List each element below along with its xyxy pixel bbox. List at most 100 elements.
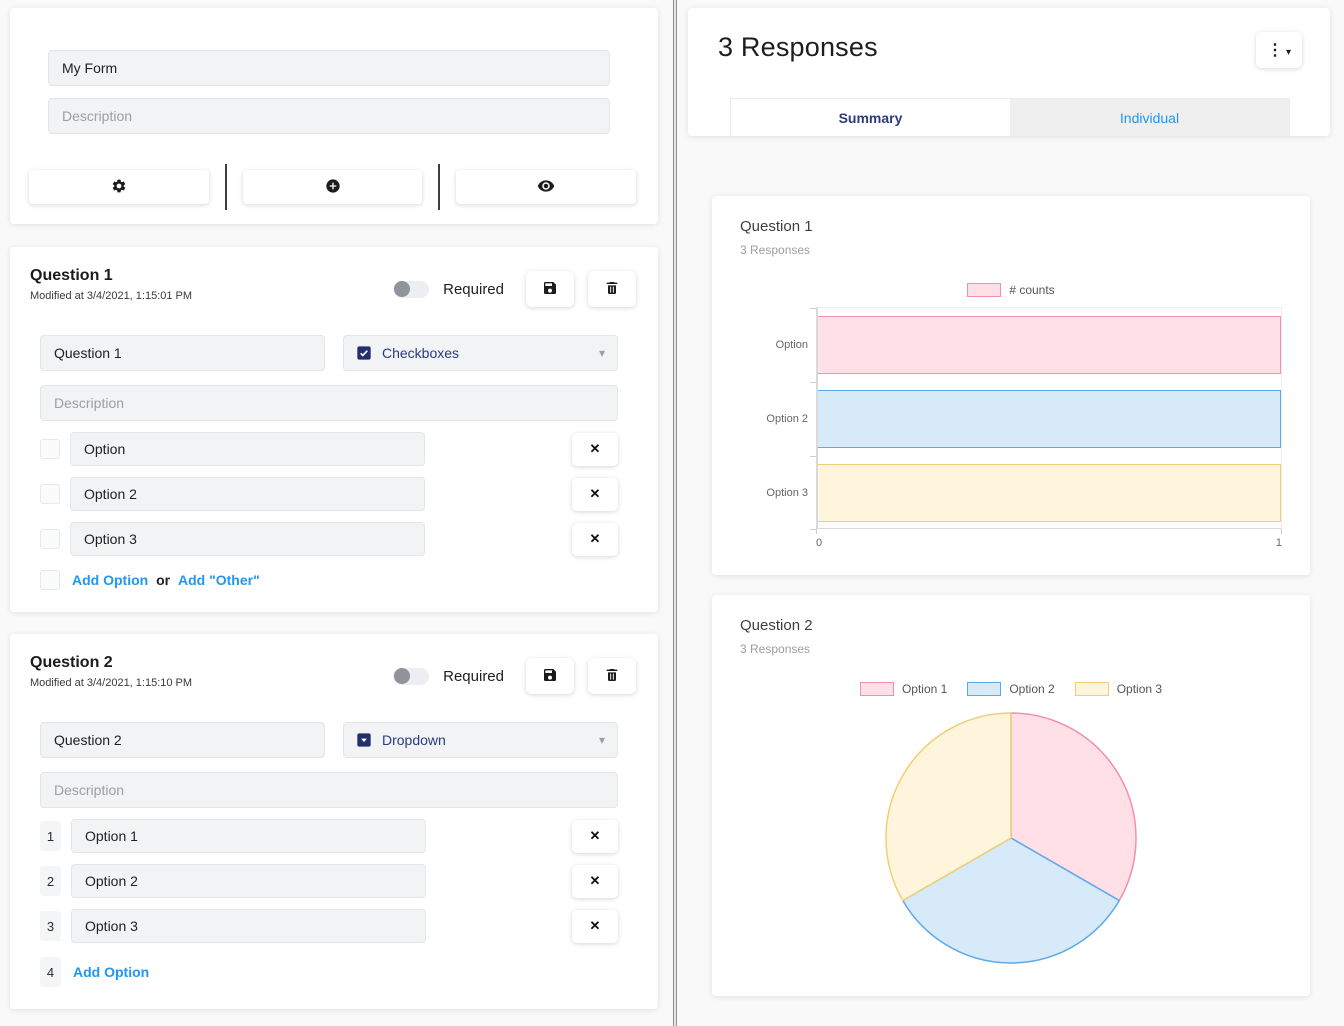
bar <box>818 464 1281 522</box>
form-settings-button[interactable] <box>29 170 209 204</box>
question-type-select[interactable]: Checkboxes <box>343 335 618 371</box>
option-row <box>40 477 618 511</box>
option-checkbox <box>40 570 60 590</box>
save-question-button[interactable] <box>526 658 574 694</box>
question-2-card: Question 2 Modified at 3/4/2021, 1:15:10… <box>10 634 658 1009</box>
option-row: 2 <box>40 864 618 898</box>
required-label: Required <box>443 667 504 685</box>
question-type-label: Dropdown <box>382 732 446 748</box>
window-split-divider <box>672 0 678 1026</box>
close-icon <box>590 531 601 546</box>
delete-question-button[interactable] <box>588 271 636 307</box>
option-input[interactable] <box>70 522 425 556</box>
question-type-select[interactable]: Dropdown <box>343 722 618 758</box>
dropdown-icon <box>356 732 372 748</box>
option-input[interactable] <box>70 477 425 511</box>
toolbar-divider <box>438 164 441 210</box>
question-type-label: Checkboxes <box>382 345 460 361</box>
toggle-knob <box>394 281 411 297</box>
add-option-row: 4 Add Option <box>40 957 618 987</box>
x-tick-label: 1 <box>1275 537 1282 549</box>
delete-question-button[interactable] <box>588 658 636 694</box>
question-2-summary-card: Question 2 3 Responses Option 1 Option 2… <box>712 595 1310 996</box>
option-row <box>40 432 618 466</box>
save-question-button[interactable] <box>526 271 574 307</box>
option-row <box>40 522 618 556</box>
bar-row: Option <box>776 308 1281 382</box>
x-tick-label: 0 <box>816 537 823 549</box>
form-title-input[interactable] <box>48 50 610 86</box>
bar-row: Option 3 <box>766 456 1281 530</box>
required-toggle[interactable] <box>393 280 430 298</box>
bar-row: Option 2 <box>766 382 1281 456</box>
toggle-knob <box>394 668 411 684</box>
remove-option-button[interactable] <box>572 864 618 898</box>
question-modified-timestamp: Modified at 3/4/2021, 1:15:10 PM <box>30 677 193 689</box>
tab-individual[interactable]: Individual <box>1010 99 1289 136</box>
responses-tabs: Summary Individual <box>730 98 1290 136</box>
question-description-input[interactable] <box>40 385 618 421</box>
remove-option-button[interactable] <box>572 432 618 466</box>
option-checkbox[interactable] <box>40 529 60 549</box>
remove-option-button[interactable] <box>572 477 618 511</box>
kebab-menu-icon <box>1267 40 1283 60</box>
question-title: Question 2 <box>30 654 113 671</box>
bar <box>818 390 1281 448</box>
option-number: 4 <box>40 957 61 987</box>
close-icon <box>590 441 601 456</box>
option-input[interactable] <box>71 819 426 853</box>
form-description-input[interactable] <box>48 98 610 134</box>
responses-panel: 3 Responses Summary Individual Question … <box>678 0 1344 1026</box>
add-question-button[interactable] <box>242 170 423 204</box>
pie-chart <box>885 712 1137 964</box>
option-number: 3 <box>40 911 61 941</box>
question-1-card: Question 1 Modified at 3/4/2021, 1:15:01… <box>10 247 658 612</box>
bar-chart-legend: # counts <box>740 283 1282 297</box>
plus-circle-icon <box>325 178 341 197</box>
option-number: 1 <box>40 821 61 851</box>
remove-option-button[interactable] <box>572 909 618 943</box>
legend-swatch <box>967 682 1002 696</box>
close-icon <box>590 828 601 843</box>
gear-icon <box>111 178 127 197</box>
trash-icon <box>604 667 620 686</box>
add-other-link[interactable]: Add "Other" <box>177 572 260 588</box>
legend-swatch <box>859 682 894 696</box>
save-icon <box>542 280 558 299</box>
chart-title: Question 2 <box>740 617 813 634</box>
required-toggle[interactable] <box>393 667 430 685</box>
save-icon <box>542 667 558 686</box>
bar-chart-x-axis: 0 1 <box>816 537 1282 549</box>
preview-button[interactable] <box>456 170 637 204</box>
question-name-input[interactable] <box>40 335 325 371</box>
required-label: Required <box>443 280 504 298</box>
option-checkbox[interactable] <box>40 439 60 459</box>
remove-option-button[interactable] <box>572 522 618 556</box>
add-option-link[interactable]: Add Option <box>73 964 150 980</box>
add-option-link[interactable]: Add Option <box>72 572 149 588</box>
bar-category-label: Option 3 <box>766 487 808 499</box>
responses-menu-button[interactable] <box>1256 32 1302 68</box>
add-option-row: Add Option or Add "Other" <box>40 570 618 590</box>
option-input[interactable] <box>71 864 426 898</box>
remove-option-button[interactable] <box>572 819 618 853</box>
legend-swatch <box>1074 682 1109 696</box>
chevron-down-icon <box>1286 43 1291 58</box>
question-description-input[interactable] <box>40 772 618 808</box>
option-row: 3 <box>40 909 618 943</box>
bar-category-label: Option <box>775 339 808 351</box>
option-input[interactable] <box>71 909 426 943</box>
legend-label: Option 2 <box>1009 682 1055 696</box>
form-builder-panel: Question 1 Modified at 3/4/2021, 1:15:01… <box>0 0 672 1026</box>
tab-summary[interactable]: Summary <box>731 99 1010 136</box>
responses-title: 3 Responses <box>718 32 878 62</box>
legend-label: Option 3 <box>1116 682 1163 696</box>
question-title: Question 1 <box>30 267 113 284</box>
question-name-input[interactable] <box>40 722 325 758</box>
checkbox-icon <box>356 345 372 361</box>
chevron-down-icon <box>599 344 605 362</box>
option-input[interactable] <box>70 432 425 466</box>
question-1-summary-card: Question 1 3 Responses # counts Option O… <box>712 196 1310 575</box>
option-checkbox[interactable] <box>40 484 60 504</box>
question-modified-timestamp: Modified at 3/4/2021, 1:15:01 PM <box>30 290 193 302</box>
